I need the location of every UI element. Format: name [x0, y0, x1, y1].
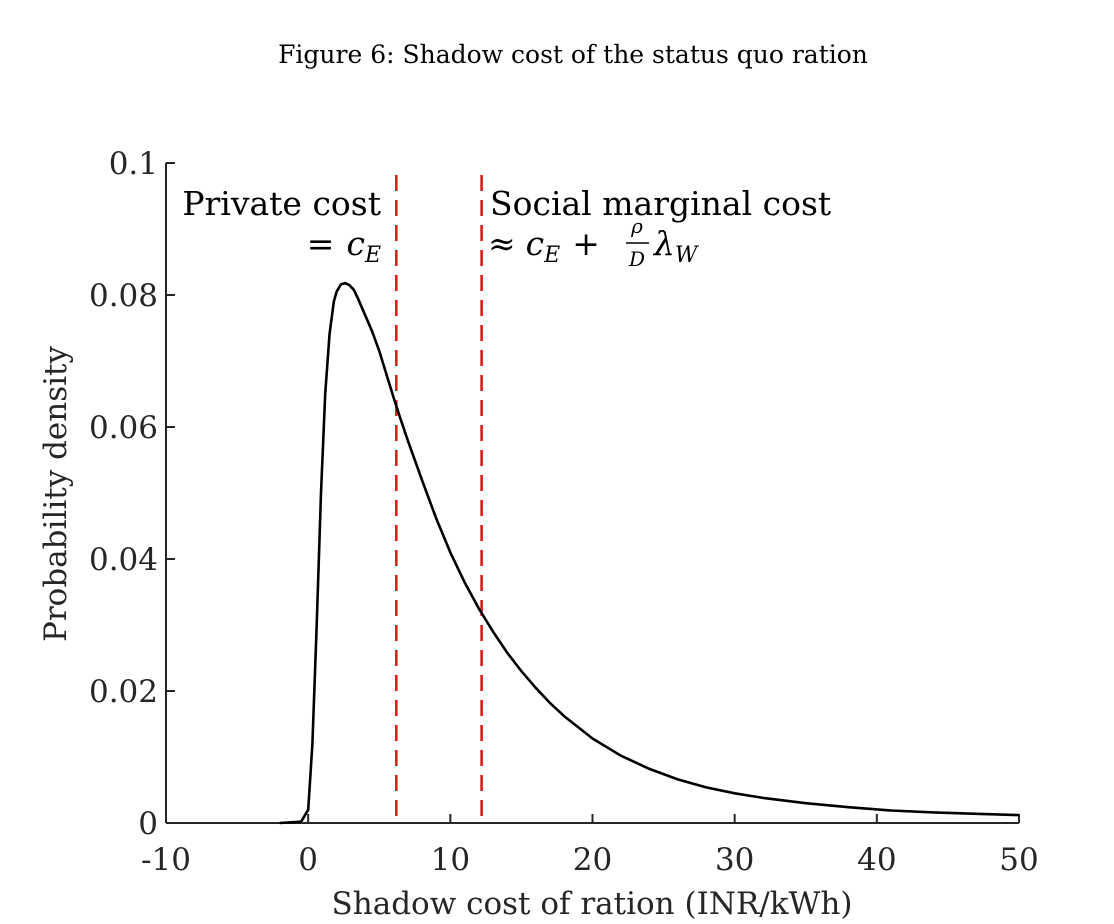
x-tick-label: 20 [573, 842, 612, 878]
y-axis-label: Probability density [38, 346, 74, 643]
approx-sign: ≈ [488, 224, 516, 263]
c-subscript: E [364, 243, 381, 268]
x-ticks: -10 0 10 20 30 40 50 [141, 814, 1039, 878]
x-tick-label: 40 [857, 842, 896, 878]
private-cost-label: Private cost [182, 184, 381, 223]
y-tick-label: 0.02 [89, 674, 158, 710]
private-cost-formula: = cE [307, 224, 381, 268]
x-axis-label: Shadow cost of ration (INR/kWh) [332, 886, 853, 922]
y-tick-label: 0.06 [89, 410, 158, 446]
y-ticks: 0 0.02 0.04 0.06 0.08 0.1 [89, 146, 175, 842]
x-tick-label: 10 [431, 842, 470, 878]
y-tick-label: 0.08 [89, 278, 158, 314]
equals-sign: = [307, 224, 335, 263]
y-tick-label: 0.1 [109, 146, 158, 182]
density-curve [279, 281, 1020, 825]
social-cost-formula-right: λW [652, 224, 700, 268]
lambda-subscript: W [675, 243, 700, 268]
x-tick-label: -10 [141, 842, 191, 878]
c-subscript: E [543, 243, 560, 268]
lambda-symbol: λ [652, 224, 675, 263]
c-variable: c [526, 224, 544, 263]
social-cost-formula-left: ≈ cE + [488, 224, 600, 268]
fraction-denominator: D [628, 247, 645, 271]
y-tick-label: 0.04 [89, 542, 158, 578]
annotation-social-marginal-cost: Social marginal cost ≈ cE + ρ D λW [488, 184, 831, 271]
x-tick-label: 30 [715, 842, 754, 878]
social-marginal-cost-label: Social marginal cost [490, 184, 831, 223]
figure-caption: Figure 6: Shadow cost of the status quo … [278, 40, 868, 69]
reference-lines [395, 175, 483, 823]
fraction-numerator: ρ [630, 214, 643, 238]
plus-sign: + [572, 224, 600, 263]
annotation-private-cost: Private cost = cE [182, 184, 381, 268]
x-tick-label: 50 [999, 842, 1038, 878]
x-tick-label: 0 [298, 842, 318, 878]
c-variable: c [346, 224, 364, 263]
y-tick-label: 0 [138, 806, 158, 842]
